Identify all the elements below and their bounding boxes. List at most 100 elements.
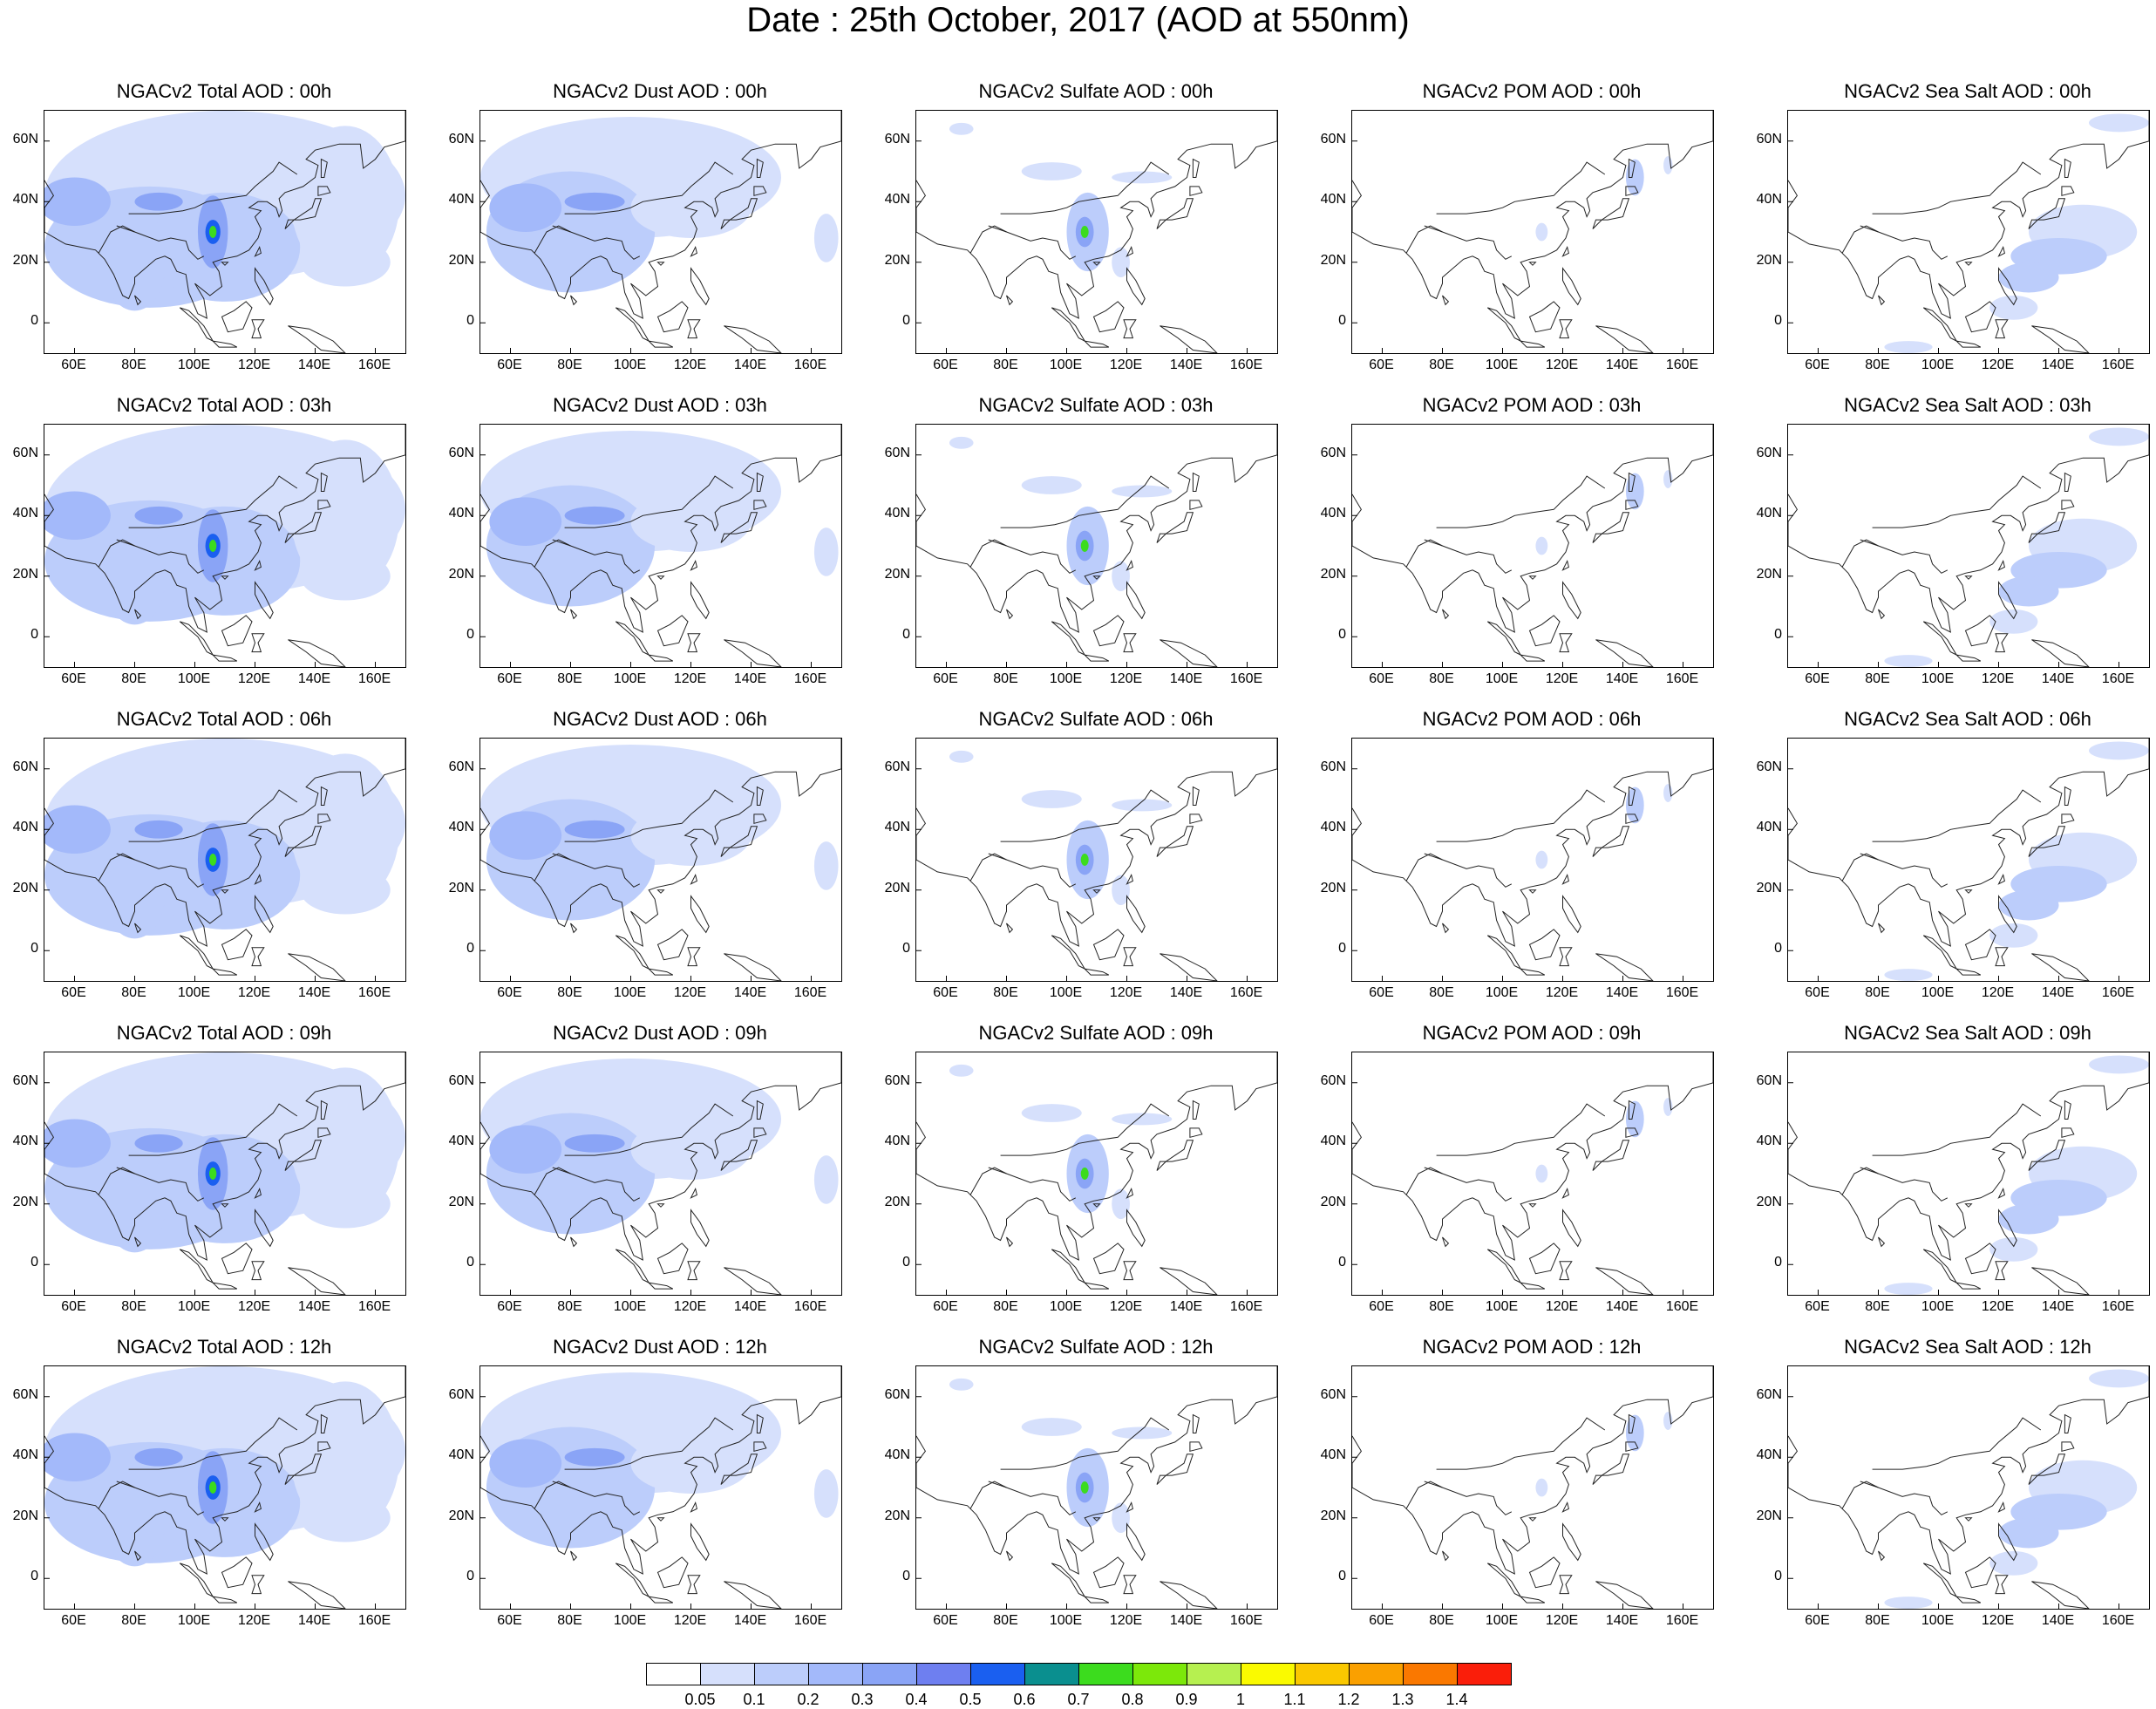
island-outline <box>615 307 650 343</box>
border-line <box>564 789 734 842</box>
lat-label: 20N <box>1756 1508 1782 1523</box>
lon-label: 120E <box>237 1299 271 1314</box>
lon-label: 140E <box>1605 1299 1639 1314</box>
island-outline <box>1126 1522 1146 1562</box>
lon-label: 80E <box>557 1299 582 1314</box>
island-outline <box>251 947 265 967</box>
island-outline <box>1092 929 1125 961</box>
island-outline <box>221 1243 253 1275</box>
island-outline <box>284 826 323 857</box>
lon-label: 160E <box>357 1299 391 1314</box>
lon-label: 120E <box>1545 985 1579 1000</box>
island-outline <box>1189 1127 1203 1138</box>
island-outline <box>1006 609 1014 620</box>
island-outline <box>1964 301 1996 333</box>
border-line <box>1841 853 1879 882</box>
lon-label: 120E <box>237 357 271 372</box>
island-outline <box>647 968 674 976</box>
island-outline <box>1997 1187 2005 1199</box>
map-frame <box>915 738 1278 982</box>
island-outline <box>317 1441 331 1452</box>
lon-label: 60E <box>497 985 522 1000</box>
island-outline <box>753 186 767 196</box>
lat-label: 20N <box>884 566 910 582</box>
island-outline <box>1092 1517 1101 1522</box>
aod-shading <box>1663 1098 1673 1116</box>
lat-label: 60N <box>884 1072 910 1088</box>
island-outline <box>1595 953 1654 981</box>
lat-label: 0 <box>31 627 38 643</box>
island-outline <box>134 1236 142 1248</box>
border-line <box>564 161 734 214</box>
border-line <box>1000 161 1170 214</box>
lon-label: 80E <box>993 671 1018 686</box>
aod-shading <box>105 226 165 311</box>
border-line <box>98 853 135 882</box>
aod-shading <box>105 1168 165 1253</box>
map-canvas <box>1352 111 1713 353</box>
aod-shading <box>1989 609 2038 634</box>
coastline <box>44 425 405 633</box>
map-panel: NGACv2 Dust AOD : 06h 60N 40N 20N 0 60E 80E 100… <box>436 703 849 1015</box>
aod-shading <box>1021 476 1082 494</box>
border-line <box>98 539 135 568</box>
aod-shading <box>1535 536 1548 555</box>
island-outline <box>690 1187 697 1199</box>
island-outline <box>1192 1100 1200 1120</box>
panel-title: NGACv2 Total AOD : 12h <box>116 1336 332 1358</box>
island-outline <box>570 295 578 306</box>
lat-label: 0 <box>466 313 474 329</box>
aod-shading <box>813 214 839 262</box>
colorbar-swatch <box>1403 1663 1458 1685</box>
aod-shading <box>1112 875 1130 906</box>
island-outline <box>134 1550 142 1562</box>
border-line <box>552 539 641 574</box>
island-outline <box>1442 609 1450 620</box>
lat-label: 40N <box>884 1447 910 1463</box>
border-line <box>969 539 1007 568</box>
island-outline <box>2031 1581 2090 1609</box>
lon-label: 100E <box>1049 1613 1083 1628</box>
panel-title: NGACv2 Sea Salt AOD : 06h <box>1844 708 2091 730</box>
map-canvas <box>1788 425 2149 667</box>
lon-label: 100E <box>1921 1299 1955 1314</box>
border-line <box>1436 161 1606 214</box>
lon-label: 100E <box>613 985 647 1000</box>
lon-label: 120E <box>1545 1613 1579 1628</box>
aod-shading <box>2089 1055 2149 1074</box>
island-outline <box>2031 639 2090 667</box>
lon-label: 160E <box>793 985 827 1000</box>
island-outline <box>753 1441 767 1452</box>
lat-label: 40N <box>448 192 474 208</box>
island-outline <box>2064 158 2071 178</box>
lon-label: 120E <box>1981 671 2015 686</box>
aod-shading <box>949 122 974 135</box>
island-outline <box>221 929 253 961</box>
aod-shading <box>1112 1426 1173 1440</box>
lat-label: 40N <box>12 506 38 521</box>
lon-label: 160E <box>793 1299 827 1314</box>
map-canvas <box>44 1366 405 1609</box>
map-frame <box>1787 1365 2150 1610</box>
lat-label: 0 <box>902 1255 910 1270</box>
lon-label: 80E <box>1429 985 1454 1000</box>
island-outline <box>687 633 701 653</box>
aod-shading <box>44 1433 111 1482</box>
coastline <box>480 1366 841 1575</box>
lon-label: 100E <box>1049 671 1083 686</box>
island-outline <box>221 262 229 266</box>
island-outline <box>1964 262 1973 266</box>
map-canvas <box>480 1052 841 1295</box>
aod-shading <box>1080 1168 1089 1180</box>
island-outline <box>690 1209 710 1248</box>
lat-label: 0 <box>31 313 38 329</box>
island-outline <box>1998 581 2017 620</box>
island-outline <box>288 1267 346 1295</box>
lon-label: 140E <box>2041 671 2075 686</box>
island-outline <box>1006 295 1014 306</box>
island-outline <box>1559 633 1573 653</box>
map-panel: NGACv2 Dust AOD : 09h 60N 40N 20N 0 60E 80E 100… <box>436 1017 849 1329</box>
border-line <box>1000 1417 1170 1470</box>
lon-label: 160E <box>2101 985 2135 1000</box>
panel-title: NGACv2 Dust AOD : 00h <box>553 80 767 102</box>
